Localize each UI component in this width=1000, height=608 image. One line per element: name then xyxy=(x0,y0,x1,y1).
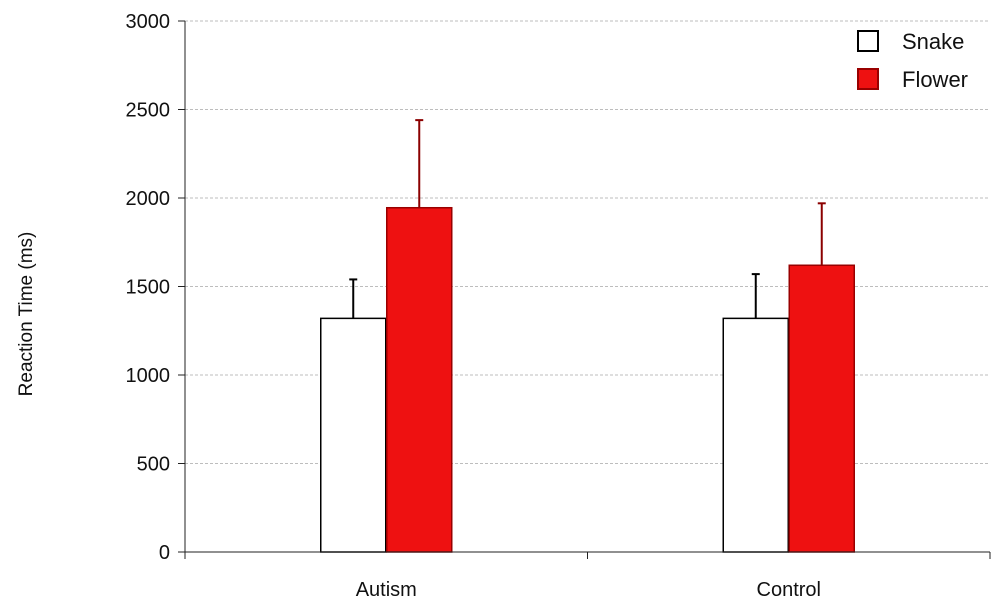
y-tick-labels: 0 500 1000 1500 2000 2500 3000 xyxy=(126,11,171,564)
legend-label-flower: Flower xyxy=(902,67,968,92)
x-tick-label: Control xyxy=(757,579,821,601)
y-axis-title: Reaction Time (ms) xyxy=(16,232,37,397)
gridlines xyxy=(185,20,990,464)
y-tick-label: 3000 xyxy=(126,11,171,33)
axes xyxy=(178,20,991,559)
y-tick-label: 1000 xyxy=(126,365,171,387)
bar-flower-autism xyxy=(386,206,453,553)
bar-snake-autism xyxy=(320,317,387,553)
bars xyxy=(320,206,855,553)
y-tick-label: 1500 xyxy=(126,277,171,299)
legend-label-snake: Snake xyxy=(902,29,964,54)
error-bars xyxy=(349,119,826,319)
bar-snake-control xyxy=(722,317,789,553)
y-tick-label: 500 xyxy=(137,454,170,476)
legend: Snake Flower xyxy=(857,29,968,92)
x-tick-labels: Autism Control xyxy=(356,579,821,601)
y-tick-label: 2000 xyxy=(126,188,171,210)
legend-swatch-snake xyxy=(857,30,879,52)
y-tick-label: 0 xyxy=(159,542,170,564)
legend-swatch-flower xyxy=(857,68,879,90)
x-tick-label: Autism xyxy=(356,579,417,601)
y-tick-label: 2500 xyxy=(126,100,171,122)
bar-flower-control xyxy=(788,264,855,553)
